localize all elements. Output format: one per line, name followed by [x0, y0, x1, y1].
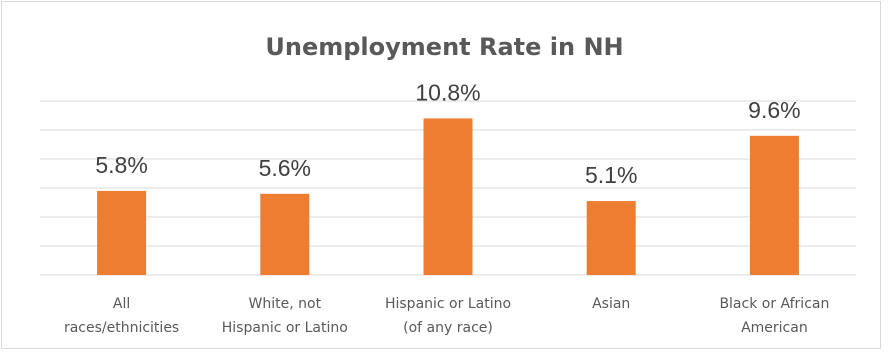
bar — [97, 190, 147, 275]
data-label: 9.6% — [748, 97, 800, 123]
bar-series — [97, 118, 799, 276]
bar — [423, 118, 473, 276]
category-labels: All races/ethnicities White, not Hispanic o… — [64, 296, 829, 336]
category-label: White, not Hispanic or Latino — [222, 296, 348, 336]
category-label: All races/ethnicities — [64, 296, 179, 336]
data-label: 10.8% — [415, 79, 480, 105]
data-labels: 5.8% 5.6% 10.8% 5.1% 9.6% — [95, 79, 800, 188]
data-label: 5.8% — [95, 152, 147, 178]
category-label: Hispanic or Latino (of any race) — [385, 296, 511, 336]
data-label: 5.6% — [259, 155, 311, 181]
bar — [260, 193, 310, 275]
data-label: 5.1% — [585, 162, 637, 188]
category-label: Black or African American — [719, 296, 829, 336]
bar — [749, 135, 799, 275]
category-label: Asian — [592, 296, 630, 312]
bar — [586, 201, 636, 275]
chart-title: Unemployment Rate in NH — [265, 33, 624, 61]
